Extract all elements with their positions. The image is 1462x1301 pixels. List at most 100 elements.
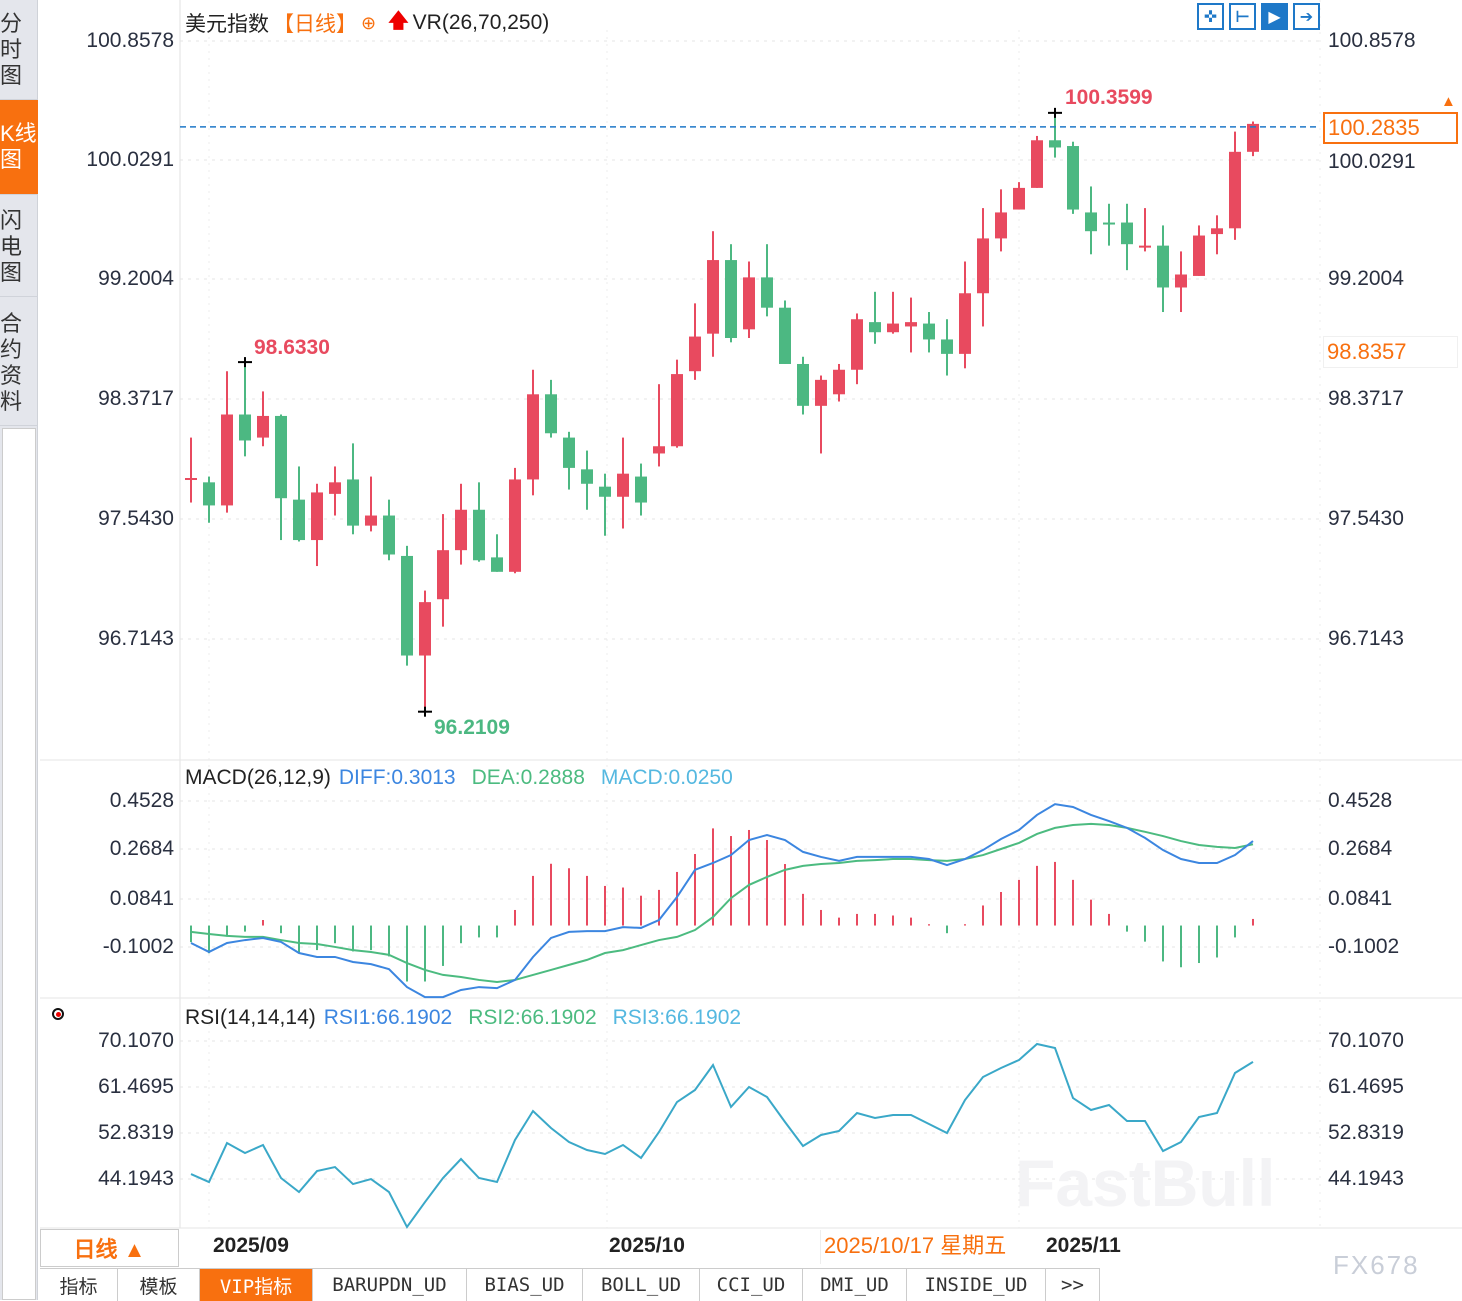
- high-annotation: 100.3599: [1065, 86, 1153, 109]
- macd-legend: MACD(26,12,9) DIFF:0.3013 DEA:0.2888 MAC…: [185, 766, 733, 790]
- candle-up: [851, 319, 863, 370]
- crosshair-icon[interactable]: ✜: [1197, 3, 1224, 30]
- candle-up: [1013, 187, 1025, 210]
- tab-cci[interactable]: CCI_UD: [700, 1269, 803, 1301]
- price-tick-left: 97.5430: [98, 507, 174, 530]
- tab-dmi[interactable]: DMI_UD: [803, 1269, 907, 1301]
- rsi-title: RSI(14,14,14): [185, 1006, 316, 1029]
- jump-to-end-icon[interactable]: ➔: [1293, 3, 1320, 30]
- settings-sun-icon[interactable]: [46, 1002, 70, 1026]
- sidebar-tab-flash[interactable]: 闪电图: [0, 197, 38, 297]
- sidebar-tab-contract-info[interactable]: 合约资料: [0, 300, 38, 426]
- macd-tick-right: 0.4528: [1328, 789, 1393, 812]
- rsi-line: [190, 1042, 1254, 1229]
- candle-up: [257, 415, 269, 438]
- high-annotation: 98.6330: [254, 336, 330, 359]
- candle-down: [761, 277, 773, 308]
- sidebar-tab-kline[interactable]: K线图: [0, 100, 38, 195]
- candle-up: [707, 260, 719, 334]
- tab-inside[interactable]: INSIDE_UD: [907, 1269, 1046, 1301]
- candle-down: [1157, 245, 1169, 288]
- macd-tick-left: -0.1002: [102, 935, 174, 958]
- rsi-legend: RSI(14,14,14) RSI1:66.1902 RSI2:66.1902 …: [185, 1006, 741, 1030]
- macd-tick-left: 0.4528: [109, 789, 174, 812]
- rsi-tick-left: 44.1943: [98, 1167, 174, 1190]
- rsi-tick-left: 70.1070: [98, 1029, 174, 1052]
- candle-up: [1175, 274, 1187, 288]
- candle-down: [1067, 146, 1079, 210]
- price-tick-left: 100.0291: [86, 148, 174, 171]
- rsi3-value: RSI3:66.1902: [612, 1006, 742, 1029]
- candle-down: [797, 363, 809, 406]
- macd-title: MACD(26,12,9): [185, 766, 331, 789]
- rsi2-value: RSI2:66.1902: [468, 1006, 597, 1029]
- x-date-label: 2025/11: [1046, 1234, 1121, 1257]
- diff-line: [190, 803, 1254, 999]
- candle-down: [869, 322, 881, 333]
- rsi-tick-right: 44.1943: [1328, 1167, 1404, 1190]
- candle-up: [815, 379, 827, 406]
- candle-down: [941, 339, 953, 354]
- red-up-arrow-icon[interactable]: 🡅: [388, 10, 409, 32]
- rsi-tick-right: 61.4695: [1328, 1075, 1404, 1098]
- period-dropdown[interactable]: 日线 ▲: [40, 1229, 179, 1267]
- candle-down: [239, 414, 251, 441]
- price-tick-left: 99.2004: [98, 267, 174, 290]
- tab-bias[interactable]: BIAS_UD: [467, 1269, 583, 1301]
- candle-down: [1121, 222, 1133, 245]
- candle-down: [635, 476, 647, 503]
- candle-up: [689, 336, 701, 372]
- candle-up: [743, 277, 755, 330]
- candle-up: [311, 492, 323, 541]
- candle-down: [545, 394, 557, 434]
- current-price-label: 100.2835: [1323, 112, 1458, 144]
- price-tick-left: 100.8578: [86, 29, 174, 52]
- tab-more[interactable]: >>: [1046, 1269, 1100, 1301]
- add-circle-icon[interactable]: ⊕: [361, 12, 377, 33]
- range-select-icon[interactable]: ⊢: [1229, 3, 1256, 30]
- play-icon[interactable]: ▶: [1261, 3, 1288, 30]
- candle-down: [725, 260, 737, 339]
- candle-up: [221, 414, 233, 506]
- sidebar-tab-timeshare[interactable]: 分时图: [0, 0, 38, 100]
- candle-up: [329, 482, 341, 494]
- candle-down: [1085, 212, 1097, 232]
- tab-barupdn[interactable]: BARUPDN_UD: [313, 1269, 467, 1301]
- macd-value: MACD:0.0250: [600, 766, 733, 789]
- x-date-label: 2025/09: [213, 1234, 289, 1257]
- candle-down: [599, 486, 611, 497]
- rsi-tick-right: 52.8319: [1328, 1121, 1404, 1144]
- indicator-tabs: 指标 模板 VIP指标 BARUPDN_UD BIAS_UD BOLL_UD C…: [40, 1268, 1100, 1301]
- dea-line: [190, 822, 1254, 984]
- alert-triangle-icon[interactable]: ▲: [1441, 93, 1456, 110]
- candle-up: [1229, 151, 1241, 229]
- tab-templates[interactable]: 模板: [118, 1269, 200, 1301]
- price-tick-right: 96.7143: [1328, 627, 1404, 650]
- candle-up: [1031, 140, 1043, 188]
- watermark-code: FX678: [1333, 1250, 1420, 1280]
- macd-tick-right: 0.0841: [1328, 887, 1393, 910]
- crosshair-date-label: 2025/10/17 星期五: [820, 1230, 1037, 1264]
- indicator-label: VR(26,70,250): [412, 11, 550, 34]
- tab-vip-indicators[interactable]: VIP指标: [200, 1269, 313, 1301]
- candle-up: [959, 293, 971, 354]
- candle-up: [905, 322, 917, 327]
- period-label[interactable]: 【日线】: [273, 13, 357, 36]
- rsi-tick-left: 61.4695: [98, 1075, 174, 1098]
- candle-up: [185, 478, 197, 481]
- price-tick-right: 98.3717: [1328, 387, 1404, 410]
- candle-up: [617, 473, 629, 497]
- candle-up: [455, 509, 467, 551]
- candle-up: [1211, 228, 1223, 235]
- x-date-label: 2025/10: [609, 1234, 685, 1257]
- candle-up: [671, 374, 683, 447]
- candle-up: [653, 446, 665, 454]
- price-tick-right: 100.8578: [1328, 29, 1416, 52]
- macd-tick-right: -0.1002: [1328, 935, 1400, 958]
- candle-down: [923, 323, 935, 340]
- candle-down: [401, 555, 413, 656]
- tab-boll[interactable]: BOLL_UD: [583, 1269, 700, 1301]
- tab-indicators[interactable]: 指标: [40, 1269, 118, 1301]
- rsi-tick-left: 52.8319: [98, 1121, 174, 1144]
